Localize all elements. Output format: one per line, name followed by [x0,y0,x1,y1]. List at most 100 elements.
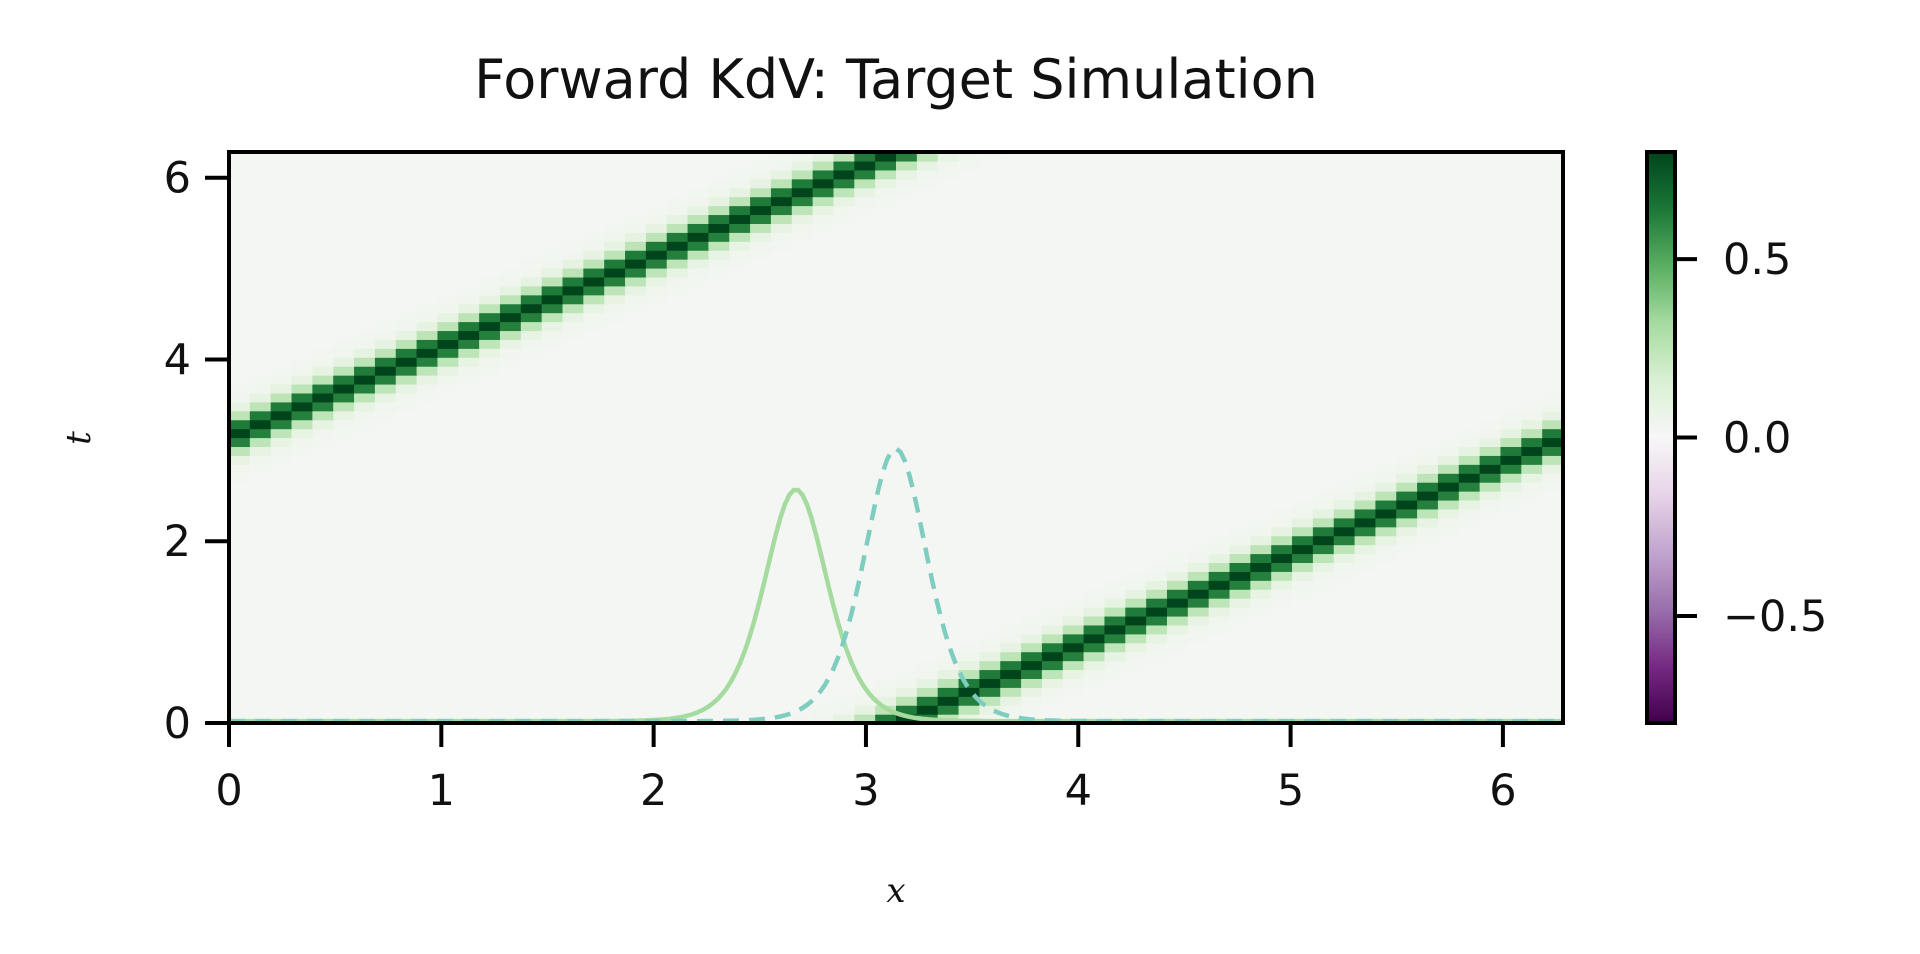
heatmap-cell [1021,187,1043,198]
heatmap-cell [1542,535,1563,546]
heatmap-cell [374,303,397,314]
heatmap-cell [249,571,272,581]
heatmap-cell [729,615,751,626]
heatmap-cell [395,410,418,421]
heatmap-cell [1292,214,1314,224]
heatmap-cell [750,580,772,590]
heatmap-cell [979,714,1001,723]
heatmap-cell [270,375,293,385]
heatmap-cell [645,580,668,590]
heatmap-cell [604,714,626,723]
heatmap-cell [499,312,522,323]
heatmap-cell [1437,696,1460,706]
heatmap-cell [374,160,397,171]
heatmap-cell [374,366,397,376]
heatmap-cell [791,321,814,332]
heatmap-cell [916,428,939,439]
heatmap-cell [416,205,439,216]
heatmap-cell [979,169,1001,180]
heatmap-cell [374,348,397,358]
heatmap-cell [416,437,439,448]
heatmap-cell [1521,535,1543,546]
heatmap-cell [1396,517,1418,528]
heatmap-cell [291,678,313,688]
heatmap-cell [958,401,980,412]
heatmap-cell [229,651,251,662]
heatmap-cell [1417,705,1439,715]
heatmap-cell [1229,294,1251,305]
heatmap-cell [958,419,980,430]
heatmap-cell [437,651,459,662]
heatmap-cell [625,553,647,563]
heatmap-cell [791,535,814,546]
heatmap-cell [1396,678,1418,688]
heatmap-cell [229,375,251,385]
heatmap-cell [833,250,855,260]
heatmap-cell [395,615,418,626]
x-tick-label: 3 [852,766,879,816]
heatmap-cell [645,642,668,653]
heatmap-cell [249,705,272,715]
heatmap-cell [1187,152,1210,162]
heatmap-cell [562,169,584,180]
heatmap-cell [770,285,793,296]
heatmap-cell [1417,267,1439,278]
heatmap-cell [229,562,251,572]
heatmap-cell [896,196,918,207]
heatmap-cell [1208,383,1231,394]
heatmap-cell [770,223,793,233]
heatmap-cell [333,169,355,180]
heatmap-cell [333,267,355,278]
heatmap-cell [458,401,480,412]
heatmap-cell [729,553,751,563]
heatmap-cell [1542,241,1563,251]
heatmap-cell [312,303,334,314]
heatmap-cell [1000,517,1022,528]
heatmap-cell [458,276,480,287]
heatmap-cell [1437,687,1460,697]
heatmap-cell [1500,678,1522,688]
heatmap-cell [1333,312,1356,323]
heatmap-cell [291,366,313,376]
heatmap-cell [270,259,293,269]
heatmap-cell [979,267,1001,278]
heatmap-cell [1104,714,1126,723]
heatmap-cell [229,259,251,269]
heatmap-cell [687,276,709,287]
heatmap-cell [1000,446,1022,456]
heatmap-cell [1166,508,1189,519]
heatmap-cell [729,446,751,456]
heatmap-cell [1500,696,1522,706]
heatmap-cell [1521,392,1543,403]
heatmap-cell [1292,312,1314,323]
heatmap-cell [1312,250,1335,260]
heatmap-cell [833,196,855,207]
heatmap-cell [1333,259,1356,269]
heatmap-cell [1479,152,1502,162]
heatmap-cell [729,517,751,528]
heatmap-cell [270,464,293,474]
heatmap-cell [1417,187,1439,198]
heatmap-cell [1250,339,1272,349]
heatmap-cell [1312,517,1335,528]
heatmap-cell [416,232,439,242]
heatmap-cell [1479,580,1502,590]
heatmap-cell [854,285,876,296]
heatmap-cell [1479,312,1502,323]
heatmap-cell [354,178,376,189]
heatmap-cell [270,321,293,332]
heatmap-cell [291,357,313,367]
heatmap-cell [1333,535,1356,546]
heatmap-cell [395,669,418,679]
heatmap-cell [1312,499,1335,510]
heatmap-cell [416,714,439,723]
heatmap-cell [312,223,334,233]
heatmap-cell [1417,366,1439,376]
heatmap-cell [1021,562,1043,572]
heatmap-cell [1125,160,1147,171]
heatmap-cell [1166,598,1189,608]
heatmap-cell [479,598,501,608]
heatmap-cell [416,553,439,563]
heatmap-cell [249,321,272,332]
heatmap-cell [1458,160,1481,171]
